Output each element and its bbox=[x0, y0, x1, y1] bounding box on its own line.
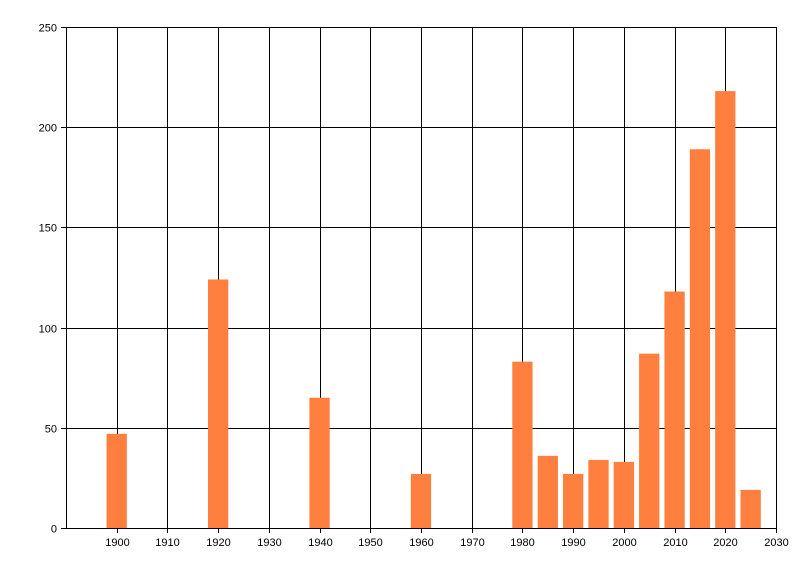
bar bbox=[664, 291, 685, 528]
x-tick-label: 1980 bbox=[510, 537, 534, 549]
x-tick-label: 2020 bbox=[713, 537, 737, 549]
tick-labels: 0 50 100 150 200 250 1900 1910 1920 1930 1940 1950 1… bbox=[39, 23, 789, 550]
bar bbox=[512, 361, 533, 528]
bar bbox=[309, 397, 330, 528]
bar bbox=[208, 279, 229, 528]
axes bbox=[61, 27, 777, 533]
x-tick-label: 1960 bbox=[409, 537, 433, 549]
x-tick-label: 1940 bbox=[308, 537, 332, 549]
bar bbox=[588, 459, 609, 528]
bar bbox=[715, 91, 736, 529]
x-tick-label: 2030 bbox=[764, 537, 788, 549]
x-tick-label: 1990 bbox=[561, 537, 585, 549]
bar bbox=[563, 473, 584, 528]
y-tick-label: 200 bbox=[39, 123, 57, 135]
y-tick-label: 100 bbox=[39, 324, 57, 336]
y-tick-label: 0 bbox=[51, 524, 57, 536]
x-tick-label: 1900 bbox=[105, 537, 129, 549]
bar bbox=[740, 489, 761, 528]
bar bbox=[410, 473, 432, 528]
bar bbox=[689, 149, 711, 528]
bar bbox=[613, 461, 634, 528]
x-tick-label: 1950 bbox=[358, 537, 382, 549]
bars bbox=[106, 91, 761, 529]
y-tick-label: 50 bbox=[45, 424, 57, 436]
x-tick-label: 1970 bbox=[460, 537, 484, 549]
x-tick-label: 1920 bbox=[206, 537, 230, 549]
x-tick-label: 1930 bbox=[257, 537, 281, 549]
bar bbox=[106, 433, 127, 528]
x-tick-label: 1910 bbox=[155, 537, 179, 549]
x-tick-label: 2010 bbox=[663, 537, 687, 549]
y-tick-label: 250 bbox=[39, 23, 57, 35]
y-tick-label: 150 bbox=[39, 223, 57, 235]
x-tick-label: 2000 bbox=[612, 537, 636, 549]
bar bbox=[537, 455, 558, 528]
bar bbox=[639, 353, 660, 528]
